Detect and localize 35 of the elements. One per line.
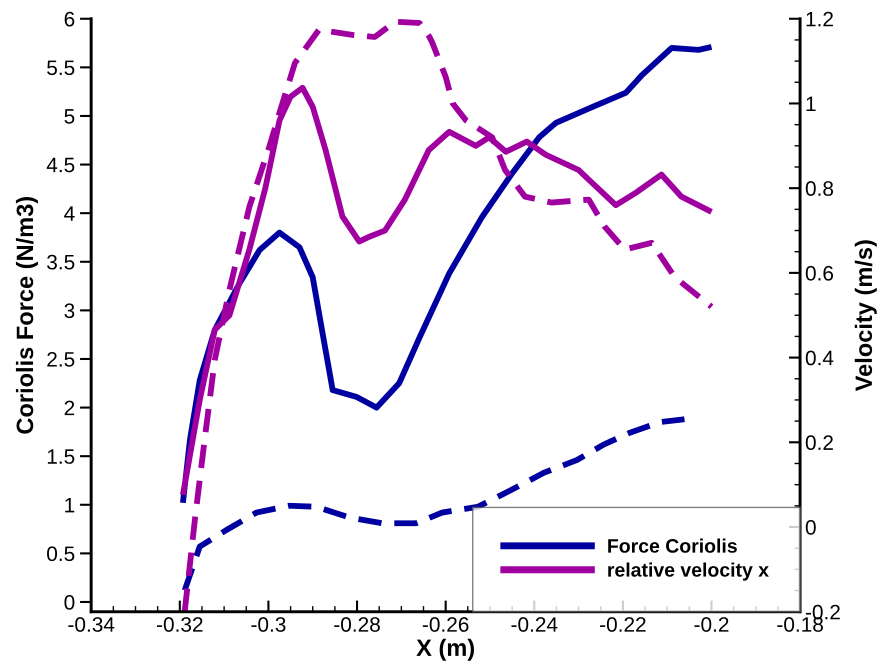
y-tick-label: 1.5: [48, 449, 74, 464]
x-tick-label: -0.32: [156, 617, 203, 632]
legend-label: Force Coriolis: [608, 538, 737, 553]
x-tick-label: -0.34: [68, 617, 114, 632]
x-tick-label: -0.2: [694, 617, 728, 632]
y2-tick-label: 0: [806, 520, 816, 535]
x-tick-label: -0.26: [422, 617, 468, 632]
y2-tick-label: 0.4: [806, 350, 834, 366]
y2-tick-label: 1.2: [806, 12, 833, 26]
x-tick-label: -0.24: [511, 617, 558, 632]
x-tick-label: -0.18: [777, 617, 823, 632]
y-tick-label: 0.5: [47, 546, 74, 562]
y-tick-label: 2.5: [47, 352, 74, 367]
y-tick-label: 6: [64, 12, 74, 27]
y-tick-label: 0: [64, 594, 74, 610]
y-axis-title: Coriolis Force (N/m3): [16, 197, 38, 434]
y-tick-label: 4: [64, 206, 75, 221]
x-axis-title: X (m): [416, 638, 474, 661]
y2-tick-label: 0.6: [806, 266, 834, 281]
y-tick-label: 4.5: [46, 158, 74, 172]
y-tick-label: 3.5: [47, 254, 74, 270]
y2-tick-label: -0.2: [806, 604, 840, 620]
x-tick-label: -0.22: [600, 617, 646, 632]
y-tick-label: 1: [65, 498, 74, 512]
legend-label: relative velocity x: [608, 562, 769, 581]
y-tick-label: 3: [64, 303, 74, 318]
y-tick-label: 5.5: [47, 60, 74, 76]
y-tick-label: 2: [64, 400, 74, 416]
x-tick-label: -0.28: [334, 617, 380, 632]
y2-tick-label: 0.2: [806, 435, 833, 450]
y-tick-label: 5: [64, 109, 74, 124]
y2-tick-label: 0.8: [806, 181, 834, 196]
y2-axis-title: Velocity (m/s): [854, 240, 877, 392]
y2-tick-label: 1: [806, 96, 816, 112]
x-tick-label: -0.3: [251, 617, 286, 632]
